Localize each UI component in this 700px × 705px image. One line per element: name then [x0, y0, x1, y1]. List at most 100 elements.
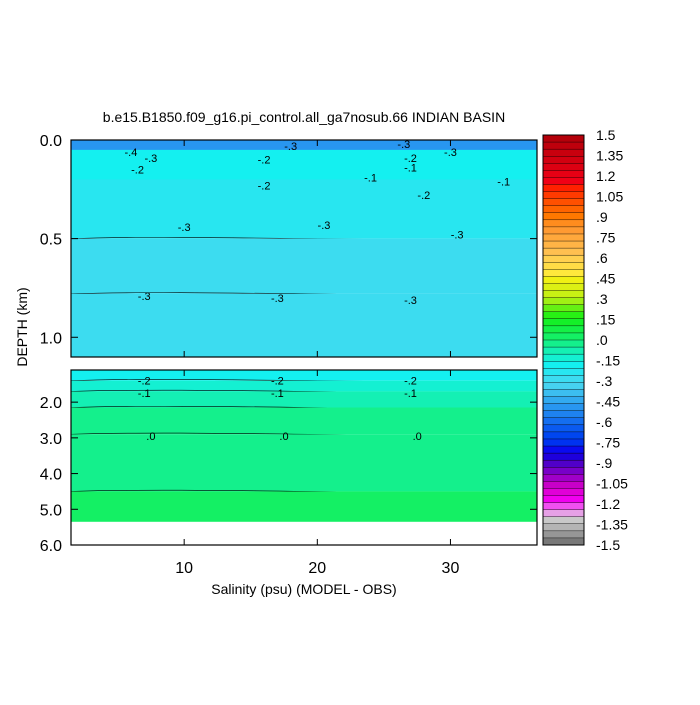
top-panel-contour-label: -.3 [284, 141, 297, 153]
top-panel-contour-label: -.3 [397, 139, 410, 151]
colorbar-swatch [542, 212, 585, 221]
colorbar-swatch [542, 467, 585, 475]
colorbar-swatch [542, 205, 585, 214]
bottom-panel-y-tick-label: 5.0 [40, 502, 62, 519]
chart-title: b.e15.B1850.f09_g16.pi_control.all_ga7no… [103, 109, 505, 125]
colorbar-swatch [542, 177, 585, 185]
colorbar-swatch [542, 474, 585, 482]
bottom-panel-contour-label: -.2 [404, 376, 417, 388]
bottom-panel-y-tick-label: 3.0 [40, 431, 62, 448]
top-panel-contour-label: -.3 [144, 153, 157, 165]
colorbar-swatch [542, 134, 585, 143]
x-tick-label: 20 [308, 560, 326, 577]
top-panel-band [71, 179, 537, 239]
colorbar-swatch [542, 283, 585, 292]
bottom-panel-contour-label: -.2 [271, 376, 284, 388]
colorbar-swatch [542, 353, 585, 362]
bottom-panel-y-tick-label: 2.0 [40, 395, 62, 412]
top-panel-contour-label: -.1 [497, 176, 510, 188]
colorbar-swatch [542, 424, 585, 433]
top-panel-contour-label: -.1 [404, 163, 417, 175]
bottom-panel-contour-label: -.1 [271, 388, 284, 400]
top-panel-y-tick-label: 0.0 [40, 133, 62, 150]
colorbar-swatch [542, 445, 585, 454]
colorbar-swatch [542, 509, 585, 518]
colorbar-swatch [542, 254, 585, 263]
top-panel-contour-label: -.3 [318, 220, 331, 232]
bottom-panel-contour-label: -.1 [138, 388, 151, 400]
top-panel-contour-label: -.4 [124, 147, 137, 159]
colorbar-label: -.45 [596, 394, 620, 410]
top-panel-contour-label: -.3 [404, 295, 417, 307]
bottom-panel-y-tick-label: 4.0 [40, 467, 62, 484]
colorbar-swatch [542, 325, 585, 334]
colorbar-swatch [542, 537, 585, 546]
bottom-panel-frame [70, 369, 538, 546]
colorbar-swatch [542, 141, 585, 150]
top-panel-contour-label: -.1 [364, 172, 377, 184]
colorbar-swatch [542, 262, 585, 270]
colorbar-swatch [542, 459, 585, 468]
colorbar-swatch [542, 410, 585, 419]
colorbar-swatch [542, 148, 585, 157]
colorbar-swatch [542, 156, 585, 164]
top-panel-band [71, 238, 537, 294]
y-axis-label: DEPTH (km) [14, 287, 30, 366]
colorbar-swatch [542, 297, 585, 306]
colorbar-label: 1.5 [596, 127, 616, 143]
bottom-panel-y-tick-label: 6.0 [40, 538, 62, 555]
colorbar-label: -.6 [596, 414, 613, 430]
colorbar-swatch [542, 170, 585, 178]
colorbar-swatch [542, 290, 585, 299]
colorbar-swatch [542, 361, 585, 369]
colorbar-label: .75 [596, 230, 616, 246]
bottom-panel-contour-label: -.2 [138, 376, 151, 388]
bottom-panel-contour-label: .0 [413, 431, 422, 443]
top-panel: -.4 -.3-.2-.2-.3-.2-.1-.3-.2-.1-.3-.2-.1-… [40, 133, 538, 358]
x-tick-label: 10 [175, 560, 193, 577]
colorbar-swatch [542, 233, 585, 242]
colorbar-swatch [542, 389, 585, 398]
bottom-panel: -.2 -.2 -.2-.1 -.1 -.1.0.0.02.03.04.05.06.0 [40, 369, 538, 555]
colorbar-label: .15 [596, 312, 616, 328]
colorbar-swatch [542, 318, 585, 327]
colorbar-swatch [542, 269, 585, 277]
colorbar-swatch [542, 346, 585, 355]
top-panel-band [71, 293, 537, 357]
colorbar-swatch [542, 417, 585, 426]
colorbar-label: .9 [596, 209, 608, 225]
colorbar-label: -.3 [596, 373, 613, 389]
colorbar-swatch [542, 396, 585, 405]
colorbar-swatch [542, 431, 585, 440]
colorbar-swatch [542, 240, 585, 249]
bottom-panel-band [71, 491, 537, 522]
bottom-panel-contour-label: -.1 [404, 388, 417, 400]
colorbar-label: -.9 [596, 455, 613, 471]
colorbar: 1.5 1.35 1.2 1.05 .9 .75 .6 .45 .3 .15 .0 -.15 -.3 -.… [542, 127, 628, 553]
colorbar-swatch [542, 219, 585, 228]
top-panel-contour-label: -.3 [444, 147, 457, 159]
colorbar-swatch [542, 226, 585, 235]
colorbar-label: 1.05 [596, 189, 623, 205]
colorbar-swatch [542, 481, 585, 489]
top-panel-contour-label: -.2 [258, 180, 271, 192]
colorbar-frame [542, 134, 585, 546]
colorbar-swatch [542, 452, 585, 461]
colorbar-swatch [542, 184, 585, 193]
bottom-panel-contour-label: .0 [279, 431, 288, 443]
top-panel-contour-label: -.3 [178, 222, 191, 234]
bottom-panel-band [71, 380, 537, 392]
colorbar-swatch [542, 368, 585, 376]
top-panel-contour-label: -.2 [404, 153, 417, 165]
top-panel-contour-label: -.3 [138, 291, 151, 303]
colorbar-swatch [542, 516, 585, 525]
colorbar-swatch [542, 523, 585, 532]
colorbar-swatch [542, 247, 585, 256]
colorbar-swatch [542, 304, 585, 313]
colorbar-swatch [542, 191, 585, 200]
top-panel-contour-label: -.3 [271, 293, 284, 305]
colorbar-swatch [542, 332, 585, 341]
colorbar-swatch [542, 311, 585, 320]
